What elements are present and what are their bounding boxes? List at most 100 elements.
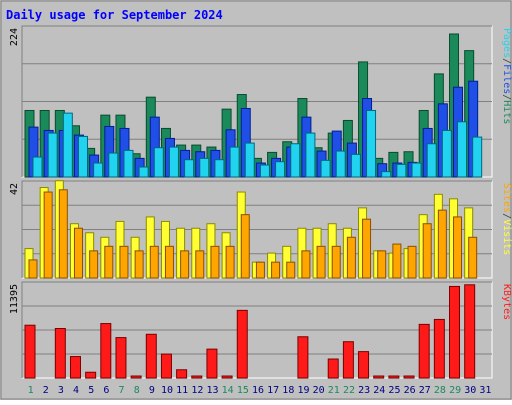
bar-sites-day-24 <box>377 250 387 279</box>
bar-kbytes-day-25 <box>388 375 400 379</box>
bar-sites-day-27 <box>422 223 432 279</box>
chart-title: Daily usage for September 2024 <box>6 8 223 22</box>
bar-pages-day-4 <box>77 135 88 178</box>
bar-kbytes-day-26 <box>403 375 415 379</box>
bar-sites-day-11 <box>180 250 190 279</box>
bar-pages-day-29 <box>457 121 468 178</box>
bar-pages-day-26 <box>411 162 422 178</box>
day-label-23: 23 <box>358 385 370 396</box>
day-label-20: 20 <box>313 385 325 396</box>
bar-pages-day-28 <box>441 129 452 178</box>
bar-pages-day-22 <box>350 153 361 178</box>
series-axis-label: Pages/Files/Hits <box>501 28 512 124</box>
bar-kbytes-day-6 <box>100 323 112 379</box>
bar-sites-day-13 <box>210 245 220 279</box>
ymax-label: 11395 <box>9 284 20 314</box>
day-label-11: 11 <box>176 385 188 396</box>
bar-sites-day-20 <box>316 245 326 279</box>
bar-kbytes-day-11 <box>176 369 188 379</box>
bar-kbytes-day-13 <box>206 348 218 379</box>
series-axis-label-part: / <box>501 58 512 64</box>
bar-sites-day-29 <box>453 216 463 279</box>
bar-pages-day-18 <box>290 143 301 178</box>
bar-sites-day-6 <box>104 245 114 279</box>
bar-sites-day-15 <box>240 214 250 279</box>
bar-pages-day-14 <box>229 146 240 178</box>
bar-pages-day-20 <box>320 159 331 178</box>
day-label-14: 14 <box>222 385 234 396</box>
bar-kbytes-day-7 <box>115 337 127 379</box>
bar-sites-day-25 <box>392 243 402 279</box>
day-label-2: 2 <box>43 385 49 396</box>
panel-hits-files-pages: 224 Pages/Files/Hits <box>9 25 512 178</box>
bar-pages-day-17 <box>275 161 286 178</box>
bar-sites-day-14 <box>225 245 235 279</box>
bar-kbytes-day-19 <box>297 336 309 379</box>
bar-pages-day-13 <box>214 159 225 178</box>
bar-pages-day-8 <box>138 166 149 178</box>
bar-pages-day-30 <box>472 136 483 178</box>
bar-kbytes-day-12 <box>191 375 203 379</box>
bar-pages-day-2 <box>47 132 58 178</box>
bar-pages-day-15 <box>244 142 255 178</box>
bar-kbytes-day-21 <box>327 358 339 379</box>
bar-sites-day-8 <box>134 250 144 279</box>
bar-kbytes-day-4 <box>69 356 81 379</box>
series-axis-label-part: Files <box>501 64 512 94</box>
bar-kbytes-day-14 <box>221 375 233 379</box>
bar-pages-day-19 <box>305 132 316 178</box>
day-label-19: 19 <box>297 385 309 396</box>
series-axis-label-part: Sites <box>501 183 512 213</box>
bar-sites-day-1 <box>28 259 38 279</box>
day-label-5: 5 <box>88 385 94 396</box>
bar-pages-day-7 <box>123 149 134 178</box>
day-label-28: 28 <box>434 385 446 396</box>
panel-kbytes: 11395 KBytes <box>9 281 512 379</box>
bar-sites-day-21 <box>331 245 341 279</box>
bar-kbytes-day-22 <box>342 341 354 379</box>
day-label-7: 7 <box>119 385 125 396</box>
day-label-12: 12 <box>191 385 203 396</box>
day-label-21: 21 <box>328 385 340 396</box>
series-axis-label: Sites/Visits <box>501 183 512 255</box>
bar-sites-day-2 <box>43 191 53 279</box>
series-axis-label: KBytes <box>501 284 512 320</box>
bar-pages-day-11 <box>184 159 195 178</box>
day-label-1: 1 <box>28 385 34 396</box>
bar-sites-day-26 <box>407 245 417 279</box>
bar-pages-day-3 <box>62 112 73 178</box>
bar-kbytes-day-29 <box>449 285 461 379</box>
day-label-18: 18 <box>282 385 294 396</box>
bar-sites-day-18 <box>286 261 296 279</box>
ymax-label: 42 <box>9 183 20 195</box>
bar-sites-day-10 <box>164 245 174 279</box>
day-label-31: 31 <box>479 385 491 396</box>
panel-bevel <box>21 281 492 378</box>
bar-kbytes-day-8 <box>130 375 142 379</box>
bar-sites-day-12 <box>195 250 205 279</box>
series-axis-label-part: KBytes <box>501 284 512 320</box>
bar-pages-day-10 <box>168 146 179 178</box>
day-label-3: 3 <box>58 385 64 396</box>
bar-sites-day-5 <box>89 250 99 279</box>
ymax-label: 224 <box>9 28 20 46</box>
series-axis-label-part: / <box>501 94 512 100</box>
bar-sites-day-17 <box>271 261 281 279</box>
bar-sites-day-23 <box>362 218 372 279</box>
bar-pages-day-25 <box>396 163 407 178</box>
day-label-29: 29 <box>449 385 461 396</box>
bar-pages-day-23 <box>366 109 377 178</box>
day-label-9: 9 <box>149 385 155 396</box>
bar-sites-day-4 <box>73 227 83 279</box>
day-label-16: 16 <box>252 385 264 396</box>
day-label-26: 26 <box>404 385 416 396</box>
bar-sites-day-22 <box>346 236 356 279</box>
bar-sites-day-3 <box>58 189 68 279</box>
series-axis-label-part: / <box>501 213 512 219</box>
bar-pages-day-9 <box>153 147 164 178</box>
bar-kbytes-day-1 <box>24 324 36 379</box>
bar-pages-day-27 <box>426 143 437 178</box>
